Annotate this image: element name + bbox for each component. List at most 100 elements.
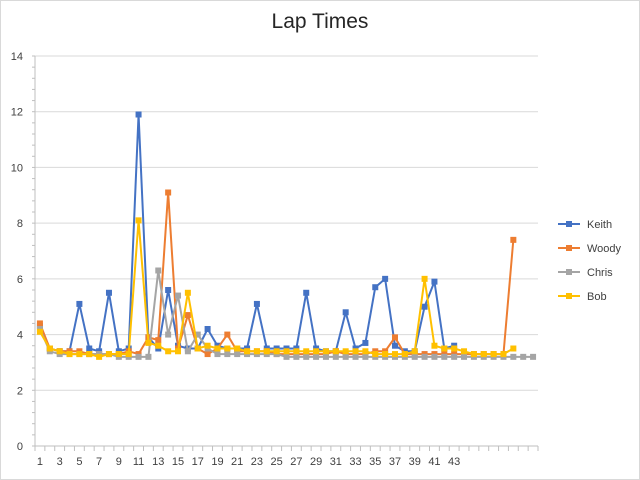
legend-marker (566, 269, 572, 275)
x-tick-label: 29 (310, 456, 322, 468)
x-tick-label: 9 (116, 456, 122, 468)
legend-marker (566, 221, 572, 227)
x-tick-label: 7 (96, 456, 102, 468)
series-line (39, 113, 455, 353)
data-point (145, 339, 152, 346)
data-point (204, 351, 211, 358)
x-tick-label: 21 (231, 456, 243, 468)
data-point (283, 348, 290, 355)
data-point (362, 348, 369, 355)
data-point (431, 342, 438, 349)
data-point (244, 348, 251, 355)
data-point (283, 353, 290, 360)
legend-label: Bob (587, 291, 607, 303)
data-point (362, 339, 369, 346)
x-tick-label: 23 (251, 456, 263, 468)
data-point (451, 345, 458, 352)
data-point (86, 345, 93, 352)
data-point (461, 353, 468, 360)
data-point (96, 353, 103, 360)
data-point (224, 345, 231, 352)
data-point (165, 348, 172, 355)
data-point (431, 278, 438, 285)
legend-entry-chris: Chris (558, 267, 613, 279)
data-point (155, 267, 162, 274)
x-tick-label: 43 (448, 456, 460, 468)
data-point (204, 342, 211, 349)
data-point (224, 351, 231, 358)
data-point (441, 345, 448, 352)
x-tick-label: 37 (389, 456, 401, 468)
y-tick-label: 8 (17, 218, 23, 230)
data-point (490, 351, 497, 358)
data-point (36, 328, 43, 335)
data-point (36, 320, 43, 327)
data-point (135, 111, 142, 118)
y-tick-label: 2 (17, 385, 23, 397)
data-point (165, 331, 172, 338)
chart-title: Lap Times (271, 10, 369, 33)
data-point (391, 342, 398, 349)
x-tick-label: 5 (76, 456, 82, 468)
data-point (214, 345, 221, 352)
data-point (303, 353, 310, 360)
data-point (194, 331, 201, 338)
data-point (332, 353, 339, 360)
series-woody (36, 189, 517, 358)
data-point (125, 351, 132, 358)
y-tick-label: 14 (11, 51, 23, 63)
data-point (480, 351, 487, 358)
x-tick-label: 15 (172, 456, 184, 468)
x-tick-label: 33 (349, 456, 361, 468)
data-point (253, 300, 260, 307)
y-tick-label: 12 (11, 107, 23, 119)
data-point (510, 353, 517, 360)
data-point (175, 348, 182, 355)
data-point (421, 303, 428, 310)
data-point (451, 353, 458, 360)
data-point (342, 309, 349, 316)
data-point (234, 345, 241, 352)
data-point (86, 351, 93, 358)
x-tick-label: 27 (290, 456, 302, 468)
data-point (293, 348, 300, 355)
data-point (313, 353, 320, 360)
data-point (372, 351, 379, 358)
data-point (303, 348, 310, 355)
data-point (263, 348, 270, 355)
data-point (66, 351, 73, 358)
data-point (401, 351, 408, 358)
data-point (46, 345, 53, 352)
data-point (411, 348, 418, 355)
data-point (470, 351, 477, 358)
data-point (224, 331, 231, 338)
data-point (441, 353, 448, 360)
series-line (39, 269, 534, 358)
data-point (105, 289, 112, 296)
data-point (431, 353, 438, 360)
data-point (184, 348, 191, 355)
data-point (352, 348, 359, 355)
legend-label: Chris (587, 267, 613, 279)
x-tick-label: 17 (192, 456, 204, 468)
data-point (56, 348, 63, 355)
data-point (313, 348, 320, 355)
data-point (421, 353, 428, 360)
legend-entry-bob: Bob (558, 291, 607, 303)
data-point (115, 351, 122, 358)
data-point (105, 351, 112, 358)
data-point (421, 275, 428, 282)
legend-marker (566, 245, 572, 251)
data-point (165, 189, 172, 196)
x-tick-label: 13 (152, 456, 164, 468)
data-point (332, 348, 339, 355)
data-point (214, 351, 221, 358)
data-point (293, 353, 300, 360)
data-point (461, 348, 468, 355)
data-point (322, 348, 329, 355)
legend-entry-keith: Keith (558, 219, 612, 231)
x-tick-label: 31 (330, 456, 342, 468)
data-point (391, 351, 398, 358)
